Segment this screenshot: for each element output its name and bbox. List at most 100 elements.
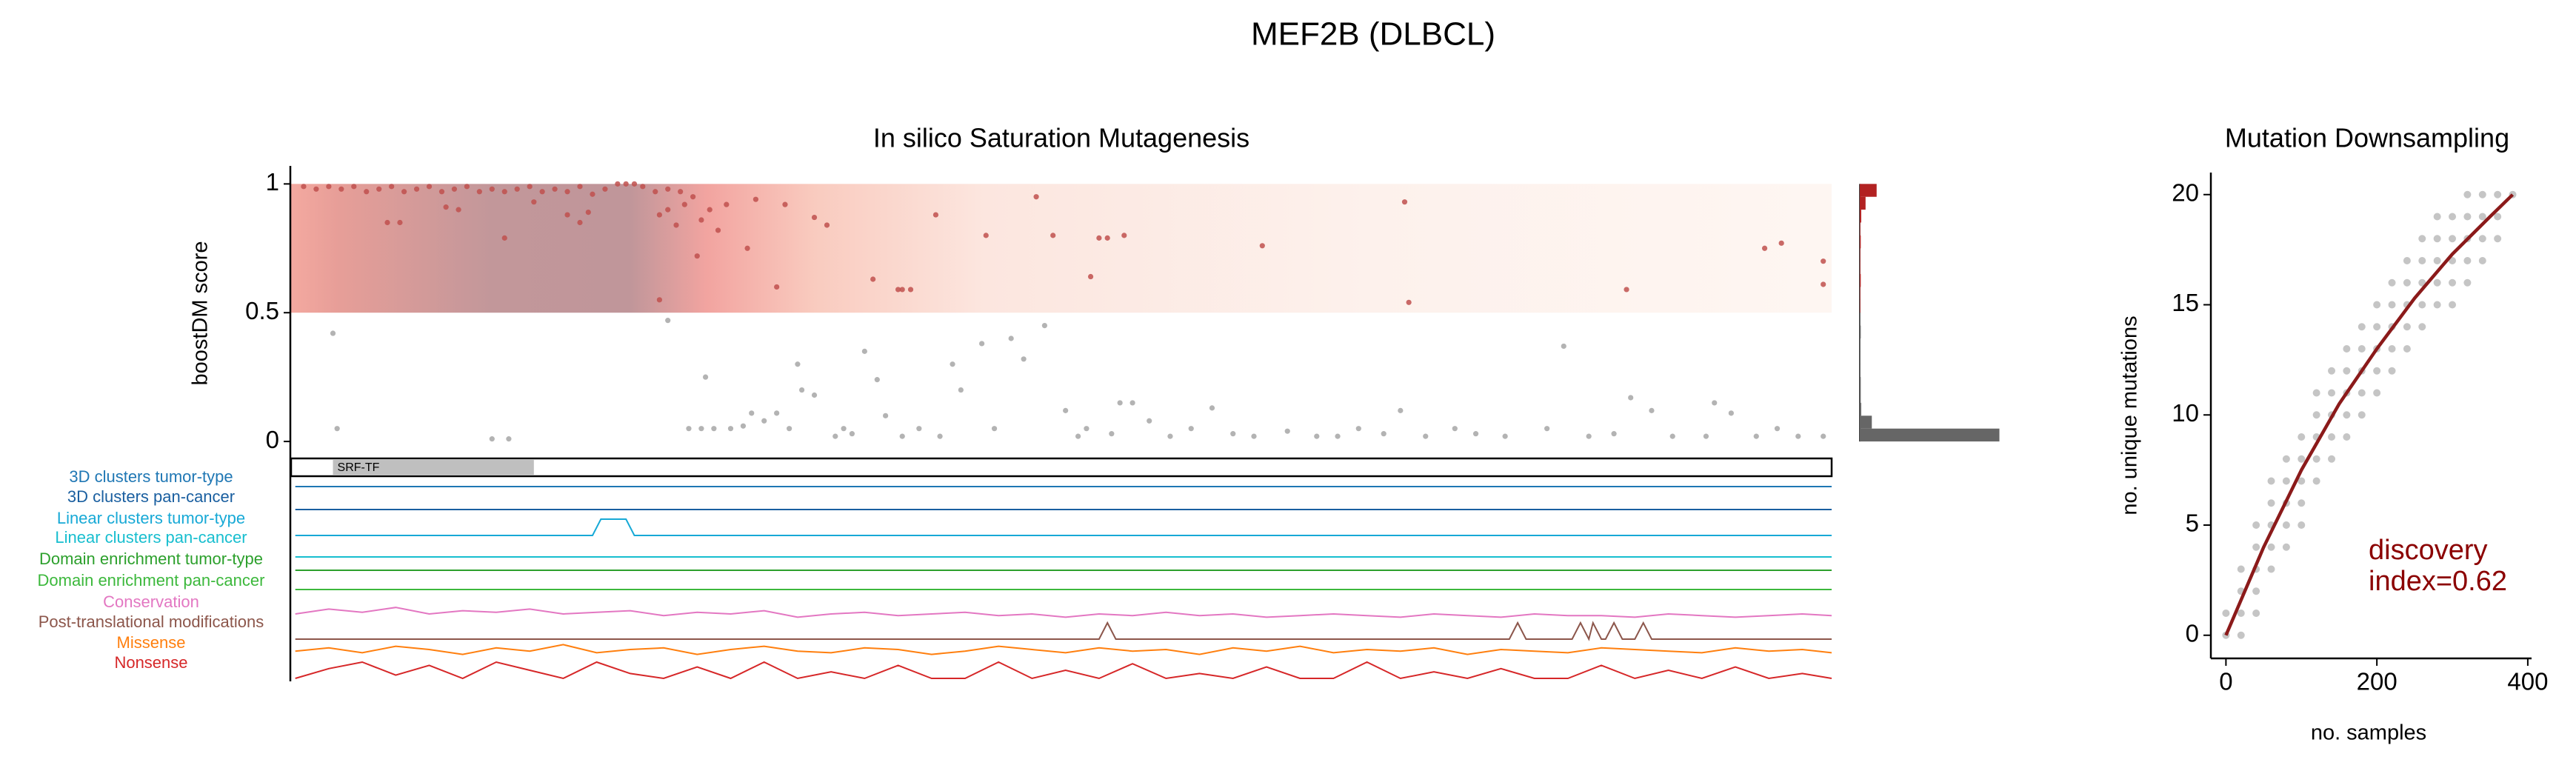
mutation-point (883, 413, 889, 418)
mutation-point (907, 287, 914, 293)
track-line (295, 518, 1832, 536)
mutation-point (1230, 431, 1236, 437)
mutation-point (824, 222, 830, 228)
mutation-point (1259, 243, 1265, 249)
mutation-point (1611, 431, 1617, 437)
mutation-point (501, 189, 507, 195)
sample-point (2494, 190, 2502, 198)
sample-point (2298, 477, 2306, 485)
sample-point (2252, 543, 2260, 551)
track-label: Post-translational modifications (39, 612, 264, 631)
mutation-point (464, 184, 470, 190)
mutation-point (1423, 433, 1429, 439)
sample-point (2298, 499, 2306, 507)
sample-point (2388, 345, 2396, 353)
sample-point (2478, 213, 2486, 221)
y-tick-label: 0.5 (245, 297, 279, 324)
hist-bar (1860, 415, 1872, 429)
mutation-point (640, 184, 646, 190)
mutation-point (326, 184, 332, 190)
mutation-point (1096, 235, 1102, 241)
sample-point (2403, 257, 2411, 265)
mutation-point (694, 253, 700, 259)
mutation-point (950, 361, 955, 367)
y-tick-label: 5 (2186, 510, 2199, 537)
sample-point (2418, 235, 2426, 243)
sample-point (2418, 301, 2426, 309)
hist-bar (1860, 184, 1877, 197)
sample-point (2343, 345, 2351, 353)
mutation-point (1712, 400, 1718, 406)
mutation-point (698, 217, 704, 223)
mutation-point (631, 181, 638, 187)
sample-point (2433, 235, 2441, 243)
sample-point (2358, 389, 2366, 397)
y-tick-label: 10 (2172, 399, 2199, 427)
hist-bar (1860, 351, 1861, 364)
mutation-point (899, 287, 905, 293)
sample-point (2237, 631, 2245, 639)
track-label: 3D clusters tumor-type (69, 467, 233, 486)
mutation-point (656, 297, 662, 303)
mutation-point (506, 436, 512, 442)
sample-point (2449, 301, 2457, 309)
mutation-point (811, 392, 818, 398)
mutation-point (456, 207, 461, 213)
mutation-point (1406, 299, 1412, 305)
mutation-point (711, 426, 717, 432)
mutation-point (686, 426, 692, 432)
mutation-point (1355, 426, 1361, 432)
y-axis-label: boostDM score (189, 241, 213, 385)
sample-point (2222, 610, 2230, 618)
track-label: Linear clusters pan-cancer (55, 528, 247, 547)
mutation-point (539, 189, 545, 195)
mutation-point (665, 318, 671, 324)
sample-point (2433, 213, 2441, 221)
sample-point (2388, 367, 2396, 375)
y-axis-label: no. unique mutations (2118, 315, 2142, 515)
sample-point (2463, 213, 2472, 221)
mutation-point (623, 181, 629, 187)
figure-title: MEF2B (DLBCL) (1251, 16, 1495, 53)
mutation-point (1669, 433, 1675, 439)
track-label: Linear clusters tumor-type (57, 509, 245, 527)
track-line (295, 607, 1832, 618)
mutation-point (916, 426, 922, 432)
mutation-point (1502, 433, 1508, 439)
mutation-point (849, 431, 855, 437)
sample-point (2478, 190, 2486, 198)
mutation-point (1314, 433, 1320, 439)
mutation-point (1008, 335, 1014, 341)
mutation-point (1167, 433, 1173, 439)
mutation-point (451, 186, 458, 192)
mutation-point (1050, 233, 1056, 238)
x-tick-label: 0 (2219, 668, 2232, 695)
track-line (295, 621, 1832, 641)
mutation-point (443, 204, 449, 210)
mutation-point (874, 377, 880, 383)
hist-bar (1860, 196, 1866, 210)
mutation-point (690, 194, 696, 200)
sample-point (2449, 235, 2457, 243)
sample-point (2433, 257, 2441, 265)
mutation-point (1778, 240, 1784, 246)
mutation-point (983, 233, 989, 238)
mutation-point (1821, 433, 1826, 439)
domain-label: SRF-TF (338, 461, 380, 474)
sample-point (2449, 257, 2457, 265)
sample-point (2358, 323, 2366, 331)
annotation: discovery (2369, 535, 2488, 566)
mutation-point (899, 433, 905, 439)
domain (333, 460, 534, 475)
mutation-point (673, 222, 679, 228)
mutation-point (1063, 407, 1069, 413)
hist-bar (1860, 299, 1861, 313)
mutation-point (577, 219, 583, 226)
sample-point (2328, 367, 2336, 375)
mutation-point (1087, 273, 1094, 280)
x-axis-label: no. samples (2311, 721, 2426, 745)
mutation-point (527, 184, 533, 190)
fit-line (2224, 193, 2515, 636)
track-label: Nonsense (114, 653, 187, 672)
